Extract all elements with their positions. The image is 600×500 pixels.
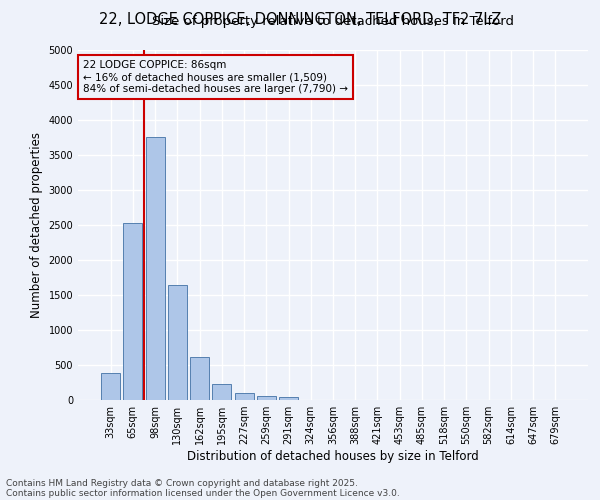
X-axis label: Distribution of detached houses by size in Telford: Distribution of detached houses by size … bbox=[187, 450, 479, 463]
Title: Size of property relative to detached houses in Telford: Size of property relative to detached ho… bbox=[152, 15, 514, 28]
Bar bbox=[257, 396, 276, 400]
Bar bbox=[101, 374, 120, 400]
Bar bbox=[190, 356, 209, 400]
Bar bbox=[168, 285, 187, 400]
Text: Contains HM Land Registry data © Crown copyright and database right 2025.: Contains HM Land Registry data © Crown c… bbox=[6, 478, 358, 488]
Y-axis label: Number of detached properties: Number of detached properties bbox=[30, 132, 43, 318]
Bar bbox=[124, 223, 142, 400]
Bar bbox=[279, 397, 298, 400]
Bar bbox=[235, 393, 254, 400]
Bar bbox=[146, 137, 164, 400]
Text: 22 LODGE COPPICE: 86sqm
← 16% of detached houses are smaller (1,509)
84% of semi: 22 LODGE COPPICE: 86sqm ← 16% of detache… bbox=[83, 60, 348, 94]
Text: 22, LODGE COPPICE, DONNINGTON, TELFORD, TF2 7LZ: 22, LODGE COPPICE, DONNINGTON, TELFORD, … bbox=[99, 12, 501, 28]
Text: Contains public sector information licensed under the Open Government Licence v3: Contains public sector information licen… bbox=[6, 488, 400, 498]
Bar bbox=[212, 384, 231, 400]
